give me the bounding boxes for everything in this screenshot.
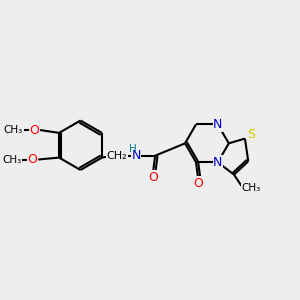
Text: S: S [248, 128, 256, 141]
Text: CH₃: CH₃ [4, 125, 23, 135]
Text: N: N [131, 149, 141, 162]
Text: H: H [129, 144, 137, 154]
Text: O: O [148, 171, 158, 184]
Text: N: N [213, 156, 223, 169]
Text: CH₃: CH₃ [2, 154, 21, 164]
Text: N: N [213, 118, 223, 131]
Text: O: O [29, 124, 39, 136]
Text: CH₃: CH₃ [242, 183, 261, 193]
Text: O: O [28, 153, 38, 166]
Text: O: O [193, 177, 203, 190]
Text: CH₂: CH₂ [107, 151, 128, 161]
